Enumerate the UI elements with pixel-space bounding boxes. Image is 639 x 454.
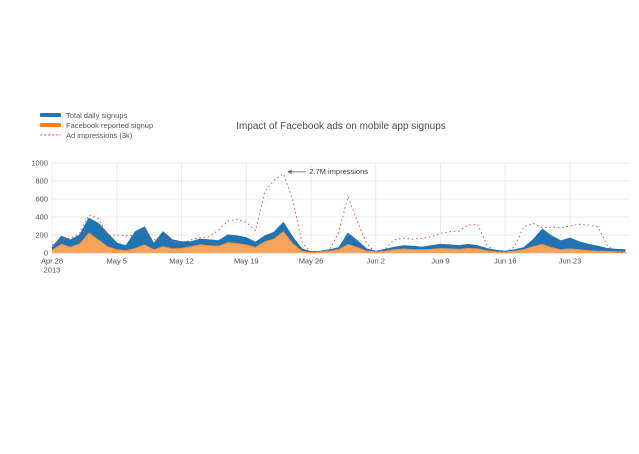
legend-item-total-daily-signups[interactable]: Total daily signups — [40, 110, 153, 120]
area-facebook-reported-signup — [52, 231, 626, 253]
x-tick-label: Jun 2 — [367, 257, 385, 266]
line-facebook-reported-signup — [51, 231, 626, 254]
legend-swatch-total-daily-signups — [40, 113, 61, 117]
x-tick-label: May 5 — [107, 257, 127, 266]
y-tick-label: 800 — [35, 177, 48, 186]
legend-swatch-facebook-reported-signup — [40, 123, 61, 127]
x-tick-sublabel: 2013 — [44, 266, 61, 275]
y-tick-label: 1000 — [31, 159, 48, 168]
legend-label: Total daily signups — [66, 110, 128, 120]
legend-swatch-ad-impressions — [40, 134, 61, 136]
line-total-daily-signups — [51, 217, 626, 253]
annotation-arrow-head — [287, 169, 292, 174]
x-tick-label: May 19 — [234, 257, 259, 266]
y-tick-label: 600 — [35, 195, 48, 204]
chart-title: Impact of Facebook ads on mobile app sig… — [236, 121, 446, 132]
y-tick-label: 0 — [44, 249, 48, 258]
legend-label: Ad impressions (3k) — [66, 130, 133, 140]
legend-item-facebook-reported-signup[interactable]: Facebook reported signup — [40, 120, 153, 130]
x-tick-label: May 12 — [169, 257, 194, 266]
legend-item-ad-impressions[interactable]: Ad impressions (3k) — [40, 130, 153, 140]
y-tick-label: 400 — [35, 213, 48, 222]
x-tick-label: Jun 9 — [431, 257, 449, 266]
legend-label: Facebook reported signup — [66, 120, 154, 130]
x-tick-label: Apr 28 — [41, 257, 63, 266]
line-ad-impressions — [51, 173, 626, 254]
area-total-daily-signups — [52, 218, 626, 253]
x-tick-label: May 26 — [299, 257, 324, 266]
impressions-annotation: 2.7M impressions — [309, 166, 369, 176]
x-tick-label: Jun 16 — [494, 257, 517, 266]
y-tick-label: 200 — [35, 231, 48, 240]
x-tick-label: Jun 23 — [559, 257, 582, 266]
legend: Total daily signups Facebook reported sig… — [40, 110, 153, 140]
